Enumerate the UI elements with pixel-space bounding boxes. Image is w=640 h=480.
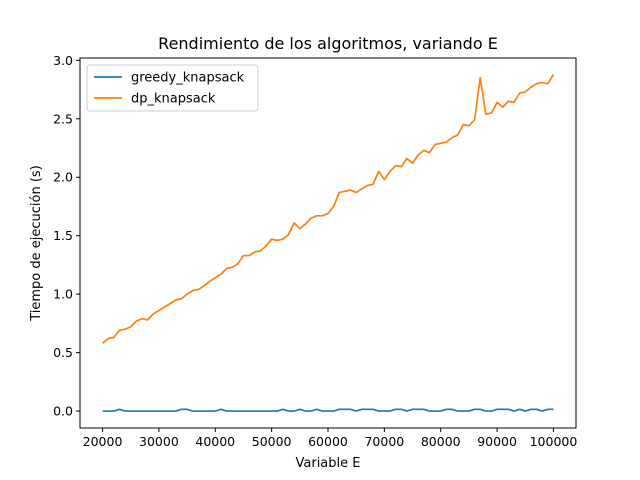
series-layer	[102, 73, 555, 412]
x-tick-label: 40000	[195, 434, 235, 449]
series-line-dp-knapsack	[102, 73, 555, 344]
y-axis-label: Tiempo de ejecución (s)	[29, 165, 44, 322]
x-axis-label: Variable E	[296, 456, 361, 471]
legend-box	[86, 64, 259, 112]
y-tick-label: 0.5	[53, 345, 73, 360]
y-axis: 0.0 0.5 1.0 1.5 2.0 2.5 3.0	[53, 53, 80, 419]
y-tick-label: 0.0	[53, 404, 73, 419]
chart-title: Rendimiento de los algoritmos, variando …	[158, 34, 498, 53]
x-tick-label: 30000	[139, 434, 179, 449]
x-tick-label: 100000	[530, 434, 578, 449]
y-tick-label: 1.0	[53, 287, 73, 302]
y-tick-label: 3.0	[53, 53, 73, 68]
x-tick-label: 80000	[421, 434, 461, 449]
y-tick-label: 2.5	[53, 111, 73, 126]
y-tick-label: 1.5	[53, 228, 73, 243]
x-tick-label: 60000	[308, 434, 348, 449]
y-tick-label: 2.0	[53, 170, 73, 185]
x-tick-label: 20000	[83, 434, 123, 449]
x-tick-label: 70000	[364, 434, 404, 449]
x-tick-label: 50000	[252, 434, 292, 449]
legend-label-greedy-knapsack: greedy_knapsack	[131, 71, 245, 86]
x-tick-label: 90000	[477, 434, 517, 449]
series-line-greedy-knapsack	[102, 408, 554, 412]
legend: greedy_knapsack dp_knapsack	[86, 64, 259, 112]
legend-label-dp-knapsack: dp_knapsack	[131, 92, 216, 107]
x-axis: 20000 30000 40000 50000 60000 70000 80000 90000…	[83, 428, 578, 449]
